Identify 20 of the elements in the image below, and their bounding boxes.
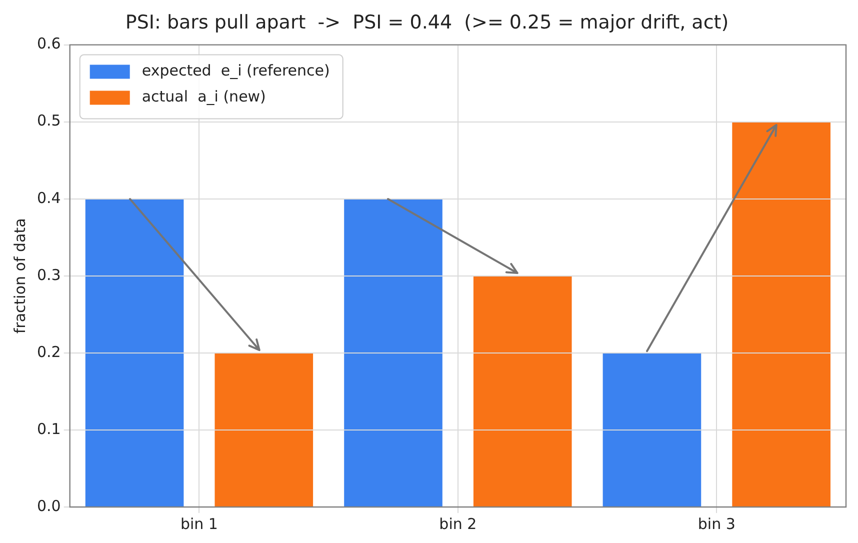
- y-tick-label: 0.6: [36, 34, 61, 53]
- bar: [473, 276, 572, 506]
- x-tick-label: bin 2: [439, 514, 477, 533]
- chart-title: PSI: bars pull apart -> PSI = 0.44 (>= 0.25 = major drift, act): [125, 11, 729, 34]
- x-tick-label: bin 3: [698, 514, 736, 533]
- legend-label: expected e_i (reference): [142, 62, 330, 80]
- legend-label: actual a_i (new): [142, 88, 266, 106]
- bar: [732, 122, 830, 506]
- y-tick-label: 0.4: [36, 188, 61, 207]
- y-tick-label: 0.5: [36, 112, 61, 130]
- bar: [214, 352, 314, 506]
- bar: [602, 352, 702, 506]
- y-tick-label: 0.3: [36, 266, 61, 284]
- y-axis-title: fraction of data: [10, 218, 29, 334]
- y-tick-label: 0.1: [36, 420, 61, 438]
- bar: [85, 198, 184, 506]
- bar: [344, 198, 442, 506]
- y-tick-label: 0.0: [36, 496, 61, 515]
- y-tick-label: 0.2: [36, 342, 61, 361]
- x-tick-label: bin 1: [180, 514, 218, 533]
